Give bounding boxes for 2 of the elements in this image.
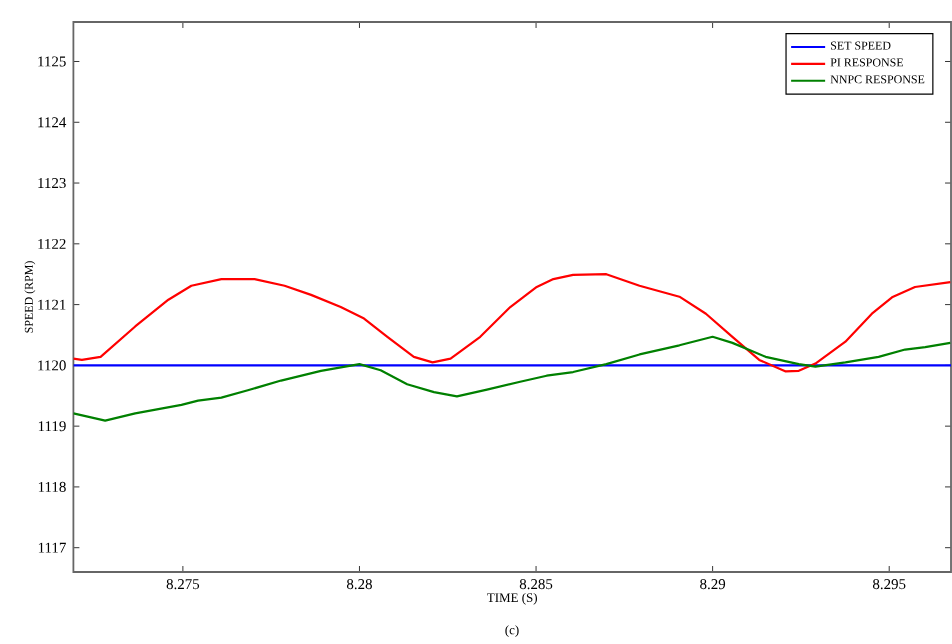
line-series <box>73 273 952 373</box>
line-series <box>73 335 952 422</box>
